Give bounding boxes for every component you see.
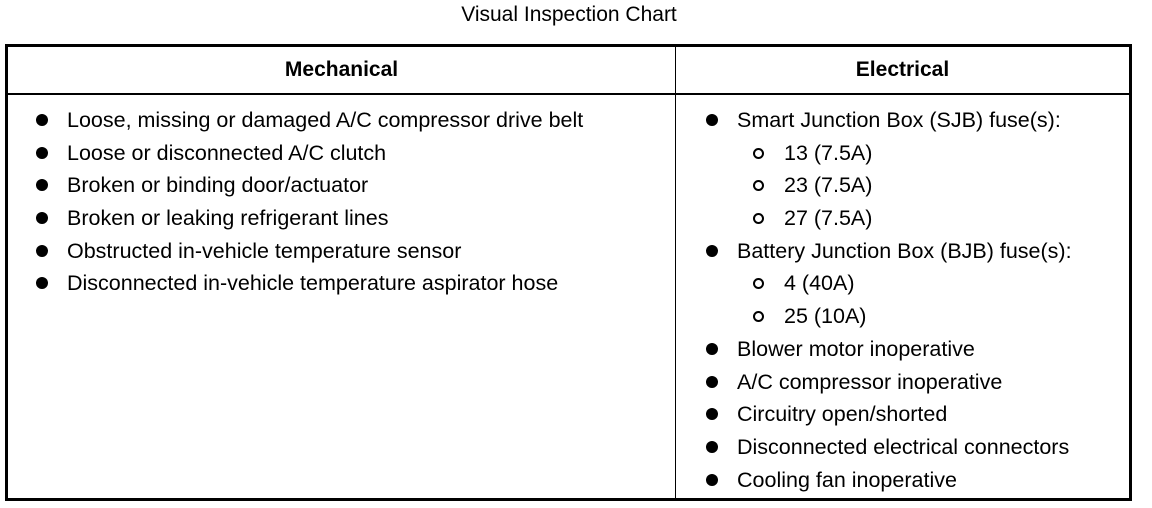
- chart-title: Visual Inspection Chart: [461, 3, 677, 26]
- list-item: Disconnected electrical connectors: [700, 431, 1072, 464]
- column-divider: [675, 47, 676, 498]
- list-item: Circuitry open/shorted: [700, 398, 1072, 431]
- filled-bullet-icon: [36, 212, 48, 225]
- header-divider: [8, 93, 1129, 95]
- list-item-text: Disconnected electrical connectors: [737, 434, 1070, 459]
- sub-list-item: 23 (7.5A): [700, 169, 1072, 202]
- list-item: Obstructed in-vehicle temperature sensor: [30, 235, 583, 268]
- hollow-circle-bullet-icon: [753, 180, 764, 192]
- hollow-circle-bullet-icon: [753, 147, 764, 159]
- sub-list-item: 13 (7.5A): [700, 137, 1072, 170]
- list-item-text: Loose, missing or damaged A/C compressor…: [67, 108, 584, 132]
- list-item-text: 4 (40A): [784, 271, 855, 296]
- list-item: Loose, missing or damaged A/C compressor…: [30, 104, 583, 137]
- list-item-text: Broken or binding door/actuator: [67, 173, 369, 198]
- list-item-text: 13 (7.5A): [784, 140, 873, 165]
- list-item: Smart Junction Box (SJB) fuse(s):: [700, 104, 1072, 137]
- list-item-text: 25 (10A): [784, 304, 867, 329]
- sub-list-item: 27 (7.5A): [700, 202, 1072, 235]
- list-item-text: Smart Junction Box (SJB) fuse(s):: [737, 108, 1061, 132]
- inspection-table: Mechanical Electrical Loose, missing or …: [5, 44, 1132, 501]
- list-item-text: Obstructed in-vehicle temperature sensor: [67, 238, 462, 263]
- filled-bullet-icon: [706, 244, 718, 257]
- list-item-text: Cooling fan inoperative: [737, 467, 957, 492]
- filled-bullet-icon: [706, 440, 718, 453]
- electrical-column-header: Electrical: [855, 58, 950, 81]
- filled-bullet-icon: [36, 244, 48, 257]
- hollow-circle-bullet-icon: [753, 213, 764, 225]
- list-item: A/C compressor inoperative: [700, 366, 1072, 399]
- list-item-text: 27 (7.5A): [784, 206, 873, 231]
- list-item-text: Battery Junction Box (BJB) fuse(s):: [737, 238, 1072, 263]
- filled-bullet-icon: [706, 375, 718, 388]
- list-item: Loose or disconnected A/C clutch: [30, 137, 583, 170]
- filled-bullet-icon: [706, 342, 718, 355]
- filled-bullet-icon: [36, 277, 48, 290]
- list-item: Broken or binding door/actuator: [30, 169, 583, 202]
- list-item: Battery Junction Box (BJB) fuse(s):: [700, 235, 1072, 268]
- list-item-text: Blower motor inoperative: [737, 336, 975, 361]
- list-item-text: Circuitry open/shorted: [737, 402, 948, 427]
- list-item: Blower motor inoperative: [700, 333, 1072, 366]
- list-item: Disconnected in-vehicle temperature aspi…: [30, 267, 583, 300]
- hollow-circle-bullet-icon: [753, 311, 764, 323]
- filled-bullet-icon: [706, 114, 718, 126]
- mechanical-column-header: Mechanical: [284, 58, 399, 81]
- hollow-circle-bullet-icon: [753, 278, 764, 290]
- sub-list-item: 4 (40A): [700, 267, 1072, 300]
- list-item-text: Broken or leaking refrigerant lines: [67, 206, 389, 231]
- list-item: Broken or leaking refrigerant lines: [30, 202, 583, 235]
- filled-bullet-icon: [36, 146, 48, 159]
- list-item-text: Disconnected in-vehicle temperature aspi…: [67, 271, 559, 296]
- list-item: Cooling fan inoperative: [700, 464, 1072, 497]
- filled-bullet-icon: [36, 179, 48, 192]
- list-item-text: A/C compressor inoperative: [737, 369, 1003, 394]
- list-item-text: 23 (7.5A): [784, 173, 873, 198]
- filled-bullet-icon: [706, 473, 718, 486]
- filled-bullet-icon: [706, 408, 718, 421]
- electrical-list: Smart Junction Box (SJB) fuse(s): 13 (7.5…: [700, 104, 1072, 496]
- sub-list-item: 25 (10A): [700, 300, 1072, 333]
- list-item-text: Loose or disconnected A/C clutch: [67, 140, 387, 165]
- mechanical-list: Loose, missing or damaged A/C compressor…: [30, 104, 583, 300]
- filled-bullet-icon: [36, 114, 48, 126]
